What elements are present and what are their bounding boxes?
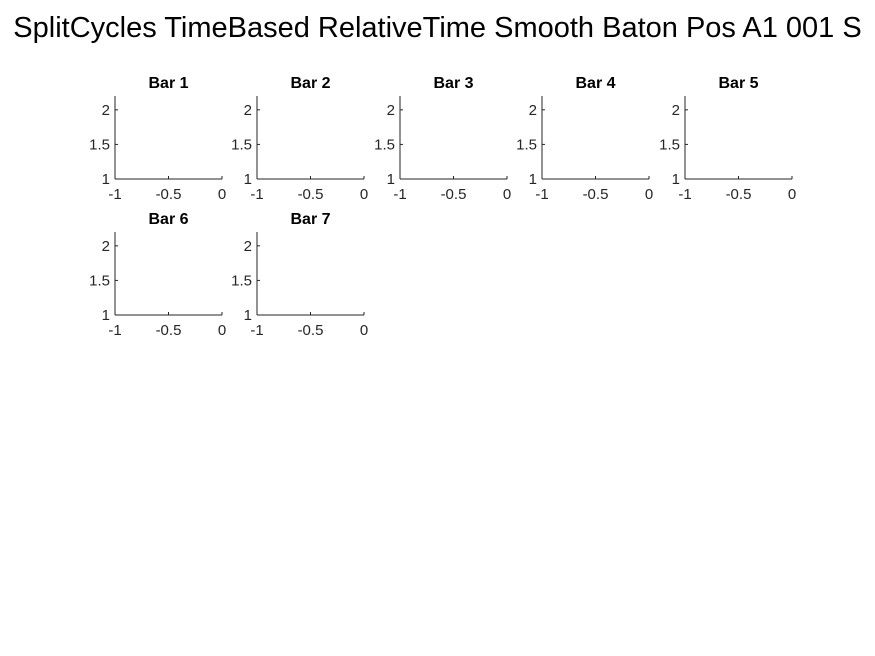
y-tick-label: 1 bbox=[244, 171, 252, 188]
x-tick-label: 0 bbox=[645, 186, 653, 203]
subplot-5: Bar 5 -1 -0.5 0 1 1.5 2 bbox=[659, 75, 796, 203]
figure-title: SplitCycles TimeBased RelativeTime Smoot… bbox=[13, 12, 862, 44]
y-tick-label: 1.5 bbox=[231, 272, 252, 289]
y-tick-label: 1 bbox=[102, 171, 110, 188]
y-tick-label: 2 bbox=[387, 102, 395, 119]
x-tick-label: -1 bbox=[108, 322, 121, 339]
y-tick-label: 1 bbox=[244, 307, 252, 324]
x-tick-label: 0 bbox=[360, 186, 368, 203]
x-tick-label: 0 bbox=[788, 186, 796, 203]
subplot-title: Bar 2 bbox=[290, 75, 330, 92]
subplot-title: Bar 3 bbox=[433, 75, 473, 92]
x-tick-label: -1 bbox=[678, 186, 691, 203]
x-tick-label: -1 bbox=[535, 186, 548, 203]
x-tick-label: -0.5 bbox=[583, 186, 609, 203]
x-tick-label: -0.5 bbox=[726, 186, 752, 203]
y-tick-label: 1 bbox=[102, 307, 110, 324]
y-tick-label: 2 bbox=[244, 238, 252, 255]
subplot-1: Bar 1 -1 -0.5 0 1 1.5 2 bbox=[89, 75, 226, 203]
x-tick-label: -1 bbox=[250, 186, 263, 203]
x-tick-label: -0.5 bbox=[156, 322, 182, 339]
x-tick-label: -1 bbox=[108, 186, 121, 203]
subplot-title: Bar 4 bbox=[575, 75, 615, 92]
x-tick-label: -0.5 bbox=[298, 186, 324, 203]
subplot-title: Bar 7 bbox=[290, 211, 330, 228]
y-tick-label: 2 bbox=[102, 102, 110, 119]
x-tick-label: 0 bbox=[360, 322, 368, 339]
subplot-title: Bar 1 bbox=[148, 75, 188, 92]
y-tick-label: 2 bbox=[529, 102, 537, 119]
y-tick-label: 2 bbox=[102, 238, 110, 255]
subplot-3: Bar 3 -1 -0.5 0 1 1.5 2 bbox=[374, 75, 511, 203]
subplot-4: Bar 4 -1 -0.5 0 1 1.5 2 bbox=[516, 75, 653, 203]
subplot-7: Bar 7 -1 -0.5 0 1 1.5 2 bbox=[231, 211, 368, 339]
y-tick-label: 1 bbox=[387, 171, 395, 188]
x-tick-label: -0.5 bbox=[298, 322, 324, 339]
x-tick-label: -1 bbox=[250, 322, 263, 339]
y-tick-label: 2 bbox=[244, 102, 252, 119]
x-tick-label: 0 bbox=[218, 186, 226, 203]
subplot-title: Bar 6 bbox=[148, 211, 188, 228]
x-tick-label: -1 bbox=[393, 186, 406, 203]
y-tick-label: 1.5 bbox=[374, 136, 395, 153]
y-tick-label: 1.5 bbox=[89, 136, 110, 153]
y-tick-label: 1.5 bbox=[659, 136, 680, 153]
x-tick-label: 0 bbox=[503, 186, 511, 203]
subplot-6: Bar 6 -1 -0.5 0 1 1.5 2 bbox=[89, 211, 226, 339]
y-tick-label: 1.5 bbox=[89, 272, 110, 289]
y-tick-label: 1 bbox=[529, 171, 537, 188]
x-tick-label: -0.5 bbox=[441, 186, 467, 203]
subplot-2: Bar 2 -1 -0.5 0 1 1.5 2 bbox=[231, 75, 368, 203]
y-tick-label: 1 bbox=[672, 171, 680, 188]
x-tick-label: -0.5 bbox=[156, 186, 182, 203]
y-tick-label: 1.5 bbox=[231, 136, 252, 153]
x-tick-label: 0 bbox=[218, 322, 226, 339]
y-tick-label: 2 bbox=[672, 102, 680, 119]
y-tick-label: 1.5 bbox=[516, 136, 537, 153]
subplot-title: Bar 5 bbox=[718, 75, 758, 92]
